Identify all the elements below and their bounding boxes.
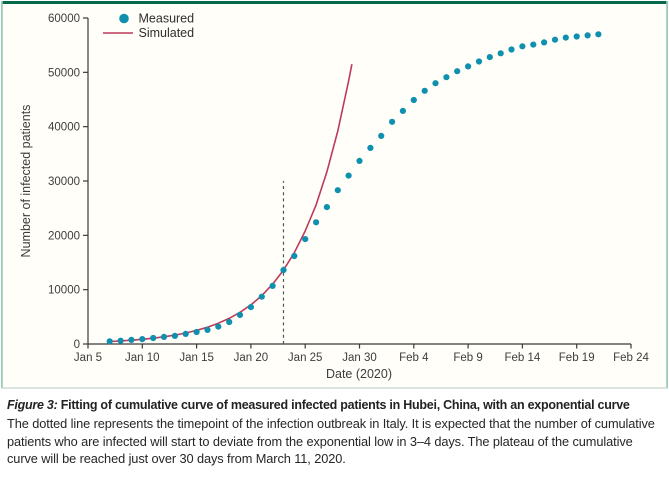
x-tick-label: Jan 10 [125,352,160,364]
series-layer [106,31,602,345]
measured-point [182,330,189,337]
measured-point [475,58,483,65]
y-tick-label: 60000 [48,13,80,25]
x-axis-title: Date (2020) [326,367,392,381]
y-tick-label: 40000 [48,122,80,134]
y-tick-label: 0 [74,339,80,351]
measured-point [128,336,135,343]
measured-point [378,132,385,139]
measured-point [541,39,548,46]
measured-point [421,87,428,94]
measured-point [236,311,244,318]
measured-point [280,267,287,274]
measured-point [519,43,526,50]
frame-top-border [1,1,668,4]
caption-title: Fitting of cumulative curve of measured … [60,398,630,412]
measured-point [410,96,417,104]
measured-point [530,41,537,48]
measured-point [171,332,178,339]
caption-body: The dotted line represents the timepoint… [7,416,655,466]
measured-point [193,328,200,336]
measured-point [389,118,396,125]
measured-point [204,326,211,333]
measured-point [345,172,352,179]
x-tick-label: Feb 19 [559,352,595,364]
measured-point [465,63,472,70]
measured-point [497,50,504,57]
frame-right-border [666,1,668,388]
measured-point [399,107,406,114]
measured-point [454,68,461,75]
chart-canvas: 0 10000 20000 30000 40000 50000 60000 Jan 5 Jan … [1,1,668,389]
frame-left-border [1,1,3,388]
x-tick-label: Feb 4 [399,352,429,364]
measured-point [432,80,439,87]
measured-point [269,282,276,289]
figure-label: Figure 3: [7,398,58,412]
measured-point [313,219,320,226]
measured-point [584,32,591,39]
measured-point [508,46,515,53]
measured-point [106,338,113,345]
legend-label: Simulated [139,26,195,40]
measured-point [356,157,363,164]
measured-point [573,33,580,40]
measured-point [443,74,450,81]
measured-point [486,54,493,61]
measured-point [160,333,168,340]
measured-point [302,236,309,243]
legend-label: Measured [139,12,195,26]
y-tick-label: 30000 [48,176,80,188]
x-tick-label: Feb 24 [613,352,649,364]
measured-point [367,144,374,151]
frame-bottom-border [1,387,668,389]
measured-point [562,34,569,41]
measured-point [226,318,233,326]
plot-background [1,1,668,388]
y-axis-title: Number of infected patients [19,105,33,258]
x-tick-label: Jan 5 [74,352,102,364]
measured-point [247,304,254,311]
measured-point [334,187,341,194]
x-tick-label: Feb 14 [504,352,540,364]
measured-point [258,293,265,300]
x-tick-label: Jan 25 [288,352,323,364]
y-tick-label: 10000 [48,285,80,297]
y-tick-label: 20000 [48,230,80,242]
x-tick-label: Feb 9 [453,352,482,364]
figure-caption: Figure 3: Fitting of cumulative curve of… [7,397,664,467]
x-tick-label: Jan 20 [234,352,269,364]
measured-point [323,204,330,211]
measured-point [139,336,146,343]
plot-frame [1,1,668,389]
caption-title-line: Figure 3: Fitting of cumulative curve of… [7,397,664,413]
measured-point [215,323,222,330]
axes: 0 10000 20000 30000 40000 50000 60000 Jan 5 Jan … [48,13,649,364]
measured-point [150,334,157,342]
y-tick-label: 50000 [48,67,80,79]
measured-point [595,31,602,38]
x-tick-label: Jan 15 [179,352,214,364]
measured-point [291,252,298,260]
legend-measured-dot-icon [119,13,129,24]
measured-point [551,36,559,43]
x-tick-label: Jan 30 [342,352,377,364]
measured-point [117,337,124,344]
